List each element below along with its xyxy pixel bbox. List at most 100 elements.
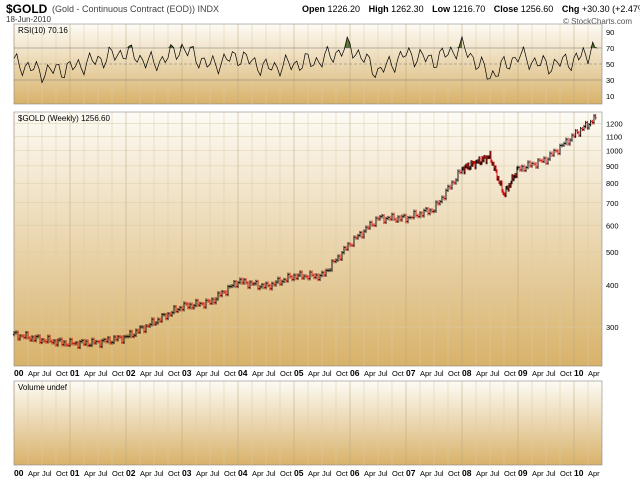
x-month-label: Oct: [280, 469, 293, 478]
chart-date: 18-Jun-2010: [6, 15, 51, 24]
x-month-label: Apr: [252, 469, 264, 478]
x-month-label: Jul: [42, 369, 52, 378]
price-tick-label: 700: [606, 199, 619, 208]
x-month-label: Jul: [266, 369, 276, 378]
x-month-label: Apr: [84, 469, 96, 478]
x-month-label: Jul: [378, 369, 388, 378]
x-month-label: Jul: [434, 369, 444, 378]
close-label: Close: [493, 4, 519, 14]
x-month-label: Apr: [588, 369, 600, 378]
x-month-label: Oct: [504, 469, 517, 478]
volume-label: Volume undef: [18, 383, 68, 392]
open-label: Open: [302, 4, 326, 14]
low-value: 1216.70: [452, 4, 486, 14]
x-month-label: Oct: [112, 469, 125, 478]
x-month-label: Oct: [392, 369, 405, 378]
x-month-label: Jul: [434, 469, 444, 478]
x-month-label: Oct: [560, 369, 573, 378]
x-month-label: Jul: [490, 469, 500, 478]
rsi-tick-label: 90: [606, 28, 614, 37]
x-month-label: Oct: [224, 369, 237, 378]
x-month-label: Apr: [196, 369, 208, 378]
x-year-label: 03: [182, 368, 192, 378]
x-month-label: Oct: [336, 469, 349, 478]
rsi-tick-label: 50: [606, 60, 614, 69]
rsi-line: [13, 35, 598, 84]
price-tick-label: 900: [606, 162, 619, 171]
x-year-label: 03: [182, 468, 192, 478]
x-month-label: Apr: [364, 469, 376, 478]
x-month-label: Jul: [210, 369, 220, 378]
x-month-label: Jul: [322, 369, 332, 378]
symbol-title: $GOLD: [6, 2, 48, 16]
x-month-label: Jul: [98, 369, 108, 378]
x-month-label: Jul: [546, 469, 556, 478]
x-month-label: Jul: [266, 469, 276, 478]
rsi-overbought-fill: [456, 46, 460, 48]
x-month-label: Oct: [504, 369, 517, 378]
x-year-label: 05: [294, 368, 304, 378]
x-month-label: Apr: [420, 369, 432, 378]
x-year-label: 02: [126, 468, 136, 478]
x-month-label: Oct: [560, 469, 573, 478]
chg-label: Chg: [561, 4, 580, 14]
rsi-overbought-fill: [347, 37, 350, 48]
x-year-label: 01: [70, 368, 80, 378]
x-year-label: 04: [238, 368, 248, 378]
price-tick-label: 1200: [606, 120, 623, 129]
x-month-label: Apr: [28, 369, 40, 378]
x-month-label: Apr: [252, 369, 264, 378]
x-year-label: 09: [518, 468, 528, 478]
x-month-label: Jul: [98, 469, 108, 478]
x-year-label: 07: [406, 468, 416, 478]
price-tick-label: 400: [606, 281, 619, 290]
x-month-label: Oct: [448, 369, 461, 378]
credit-text: © StockCharts.com: [562, 17, 632, 26]
x-month-label: Apr: [532, 469, 544, 478]
close-value: 1256.60: [520, 4, 554, 14]
x-month-label: Jul: [490, 369, 500, 378]
x-year-label: 06: [350, 368, 360, 378]
x-month-label: Apr: [308, 369, 320, 378]
chg-value: +30.30 (+2.47%): [581, 4, 640, 14]
x-year-label: 02: [126, 368, 136, 378]
x-month-label: Jul: [42, 469, 52, 478]
x-month-label: Oct: [168, 469, 181, 478]
high-value: 1262.30: [391, 4, 424, 14]
x-month-label: Jul: [546, 369, 556, 378]
symbol-description: (Gold - Continuous Contract (EOD)) INDX: [52, 4, 220, 14]
rsi-overbought-fill: [520, 47, 524, 48]
x-month-label: Apr: [196, 469, 208, 478]
x-year-label: 00: [14, 368, 24, 378]
x-year-label: 00: [14, 468, 24, 478]
x-year-label: 04: [238, 468, 248, 478]
rsi-overbought-fill: [187, 47, 191, 48]
x-month-label: Apr: [28, 469, 40, 478]
x-month-label: Oct: [224, 469, 237, 478]
x-month-label: Oct: [280, 369, 293, 378]
x-year-label: 05: [294, 468, 304, 478]
x-month-label: Jul: [154, 469, 164, 478]
x-month-label: Jul: [322, 469, 332, 478]
price-label: $GOLD (Weekly) 1256.60: [18, 114, 110, 123]
ohlc-readout: Open 1226.20 High 1262.30 Low 1216.70 Cl…: [302, 4, 640, 14]
x-year-label: 01: [70, 468, 80, 478]
x-year-label: 06: [350, 468, 360, 478]
rsi-overbought-fill: [106, 47, 110, 48]
price-tick-label: 500: [606, 248, 619, 257]
x-month-label: Oct: [56, 469, 69, 478]
x-month-label: Apr: [476, 369, 488, 378]
x-month-label: Oct: [112, 369, 125, 378]
price-tick-label: 800: [606, 179, 619, 188]
rsi-tick-label: 70: [606, 44, 614, 53]
x-year-label: 07: [406, 368, 416, 378]
rsi-label: RSI(10) 70.16: [18, 26, 68, 35]
x-month-label: Jul: [154, 369, 164, 378]
x-month-label: Jul: [378, 469, 388, 478]
x-month-label: Apr: [420, 469, 432, 478]
x-month-label: Apr: [476, 469, 488, 478]
x-month-label: Apr: [140, 469, 152, 478]
x-month-label: Apr: [308, 469, 320, 478]
x-month-label: Oct: [336, 369, 349, 378]
x-month-label: Jul: [210, 469, 220, 478]
